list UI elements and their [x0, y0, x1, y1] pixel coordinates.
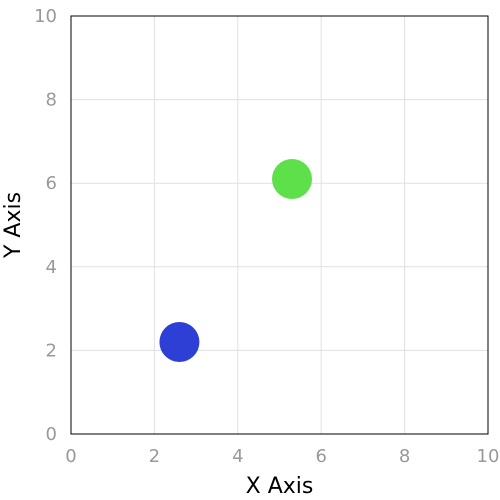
- plot-area-frame: [70, 15, 489, 435]
- x-tick-label: 0: [65, 446, 76, 467]
- data-point: [159, 322, 200, 363]
- x-tick-label: 2: [149, 446, 160, 467]
- x-tick-label: 4: [232, 446, 243, 467]
- data-point: [272, 159, 313, 200]
- x-axis-title: X Axis: [246, 474, 314, 499]
- x-tick-label: 8: [399, 446, 410, 467]
- y-tick-label: 10: [34, 6, 57, 27]
- y-tick-label: 6: [46, 173, 57, 194]
- y-axis-title: Y Axis: [1, 192, 26, 259]
- grid-lines: [70, 15, 489, 435]
- x-tick-labels: 0 2 4 6 8 10: [65, 446, 499, 467]
- y-tick-labels: 0 2 4 6 8 10: [34, 6, 57, 445]
- y-tick-label: 0: [46, 424, 57, 445]
- y-tick-label: 4: [46, 257, 57, 278]
- y-tick-label: 8: [46, 90, 57, 111]
- x-tick-label: 6: [315, 446, 326, 467]
- y-tick-label: 2: [46, 340, 57, 361]
- x-tick-label: 10: [477, 446, 500, 467]
- data-points: [159, 159, 313, 363]
